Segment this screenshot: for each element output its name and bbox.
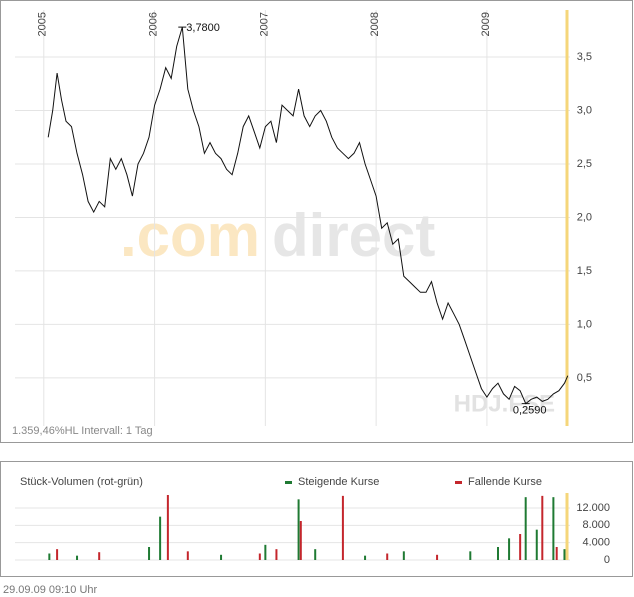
legend-marker xyxy=(285,481,292,484)
y-tick-label: 8.000 xyxy=(582,519,610,531)
volume-bar xyxy=(541,495,544,560)
volume-bar xyxy=(524,497,527,560)
volume-bar xyxy=(508,538,511,560)
volume-bar xyxy=(299,521,302,560)
volume-panel xyxy=(0,461,633,577)
timestamp: 29.09.09 09:10 Uhr xyxy=(3,584,98,596)
volume-bar xyxy=(148,547,151,560)
volume-bar xyxy=(56,549,59,560)
volume-bar xyxy=(166,495,169,560)
volume-bar xyxy=(186,551,189,560)
brand-suffix: direct xyxy=(272,202,435,269)
volume-bar xyxy=(364,555,367,560)
legend-marker xyxy=(455,481,462,484)
volume-bar xyxy=(258,553,261,560)
volume-bar xyxy=(48,553,51,560)
volume-bar xyxy=(220,554,223,560)
volume-bar xyxy=(555,547,558,560)
y-tick-label: 0 xyxy=(604,554,610,566)
volume-bar xyxy=(297,499,300,560)
volume-bar xyxy=(402,551,405,560)
volume-bar xyxy=(275,549,278,560)
x-tick-label: 2009 xyxy=(480,12,492,36)
volume-bar xyxy=(98,552,101,560)
y-tick-label: 1,5 xyxy=(577,265,592,277)
price-line xyxy=(47,26,569,405)
x-tick-label: 2006 xyxy=(147,12,159,36)
volume-bar xyxy=(469,551,472,560)
y-tick-label: 12.000 xyxy=(576,502,610,514)
volume-bar xyxy=(314,549,317,560)
volume-bar xyxy=(552,497,555,560)
y-tick-label: 4.000 xyxy=(582,537,610,549)
x-tick-label: 2008 xyxy=(369,12,381,36)
y-tick-label: 2,5 xyxy=(577,158,592,170)
price-panel xyxy=(0,0,633,443)
volume-bar xyxy=(496,547,499,560)
volume-bar xyxy=(76,555,79,560)
volume-bar xyxy=(264,544,267,560)
legend-label: Fallende Kurse xyxy=(468,476,542,488)
y-tick-label: 3,5 xyxy=(577,51,592,63)
brand-prefix: .com xyxy=(120,202,260,269)
x-tick-label: 2007 xyxy=(258,12,270,36)
legend-label: Steigende Kurse xyxy=(298,476,379,488)
volume-bar xyxy=(386,553,389,560)
annotation: 3,7800 xyxy=(186,22,220,34)
annotation: 0,2590 xyxy=(513,405,547,417)
y-tick-label: 0,5 xyxy=(577,372,592,384)
volume-bar xyxy=(159,516,162,560)
x-tick-label: 2005 xyxy=(37,12,49,36)
y-tick-label: 2,0 xyxy=(577,211,592,223)
volume-bar xyxy=(519,534,522,560)
y-tick-label: 3,0 xyxy=(577,104,592,116)
volume-title: Stück-Volumen (rot-grün) xyxy=(20,476,143,488)
volume-bar xyxy=(341,495,344,560)
y-tick-label: 1,0 xyxy=(577,318,592,330)
volume-bar xyxy=(563,549,566,560)
volume-bar xyxy=(535,529,538,560)
volume-bar xyxy=(436,554,439,560)
info-note: 1.359,46%HL Intervall: 1 Tag xyxy=(12,425,153,437)
